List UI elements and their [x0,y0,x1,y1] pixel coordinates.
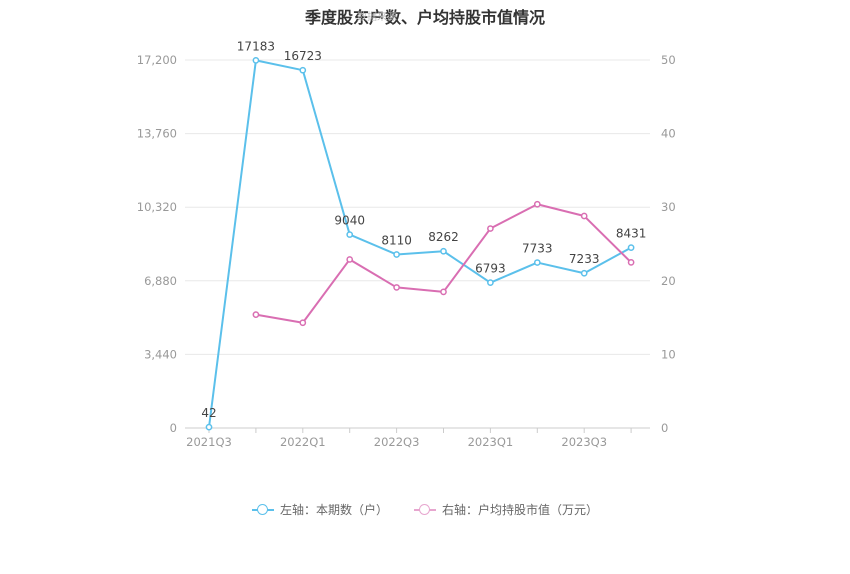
left-series-point [205,423,213,431]
left-axis-tick-label: 13,760 [137,127,177,141]
left-series-point [580,269,588,277]
right-axis-tick-label: 10 [661,347,676,361]
left-series-point [346,231,354,238]
right-series-point [580,212,588,220]
x-axis-tick-label: 2021Q3 [186,435,232,449]
left-series-point [533,259,541,266]
right-series-point [299,319,307,327]
data-label: 8431 [616,227,647,241]
left-series-point [299,66,307,74]
x-axis-tick-label: 2023Q3 [561,435,607,449]
right-axis-tick-label: 50 [661,53,676,67]
left-series-point [252,57,260,64]
legend-left-series-marker [251,503,274,516]
data-label: 8262 [428,230,459,244]
left-axis-tick-label: 3,440 [144,347,177,361]
chart-title: 季度股东户数、户均持股市值情况 [304,8,545,27]
right-series-point [393,284,400,291]
legend-right-series-marker [414,503,436,516]
right-series-point [346,256,354,263]
legend-item-right-series[interactable]: 右轴：户均持股市值（万元） [414,501,598,518]
data-label: 17183 [237,39,275,53]
legend: 左轴：本期数（户） 右轴：户均持股市值（万元） [0,501,850,518]
right-axis-tick-label: 40 [661,127,676,141]
x-axis-tick-label: 2022Q3 [374,435,420,449]
x-axis-tick-label: 2023Q1 [468,435,514,449]
x-axis-tick-label: 2022Q1 [280,435,326,449]
data-label: 42 [201,406,216,420]
data-label: 8110 [381,233,412,247]
right-series-point [487,225,494,232]
data-label: 7733 [522,242,553,256]
right-axis-tick-label: 0 [661,421,668,435]
left-series-line [208,59,632,428]
left-axis-tick-label: 6,880 [144,274,177,288]
right-axis-tick-label: 20 [661,274,676,288]
left-series-point [627,244,635,251]
right-series-point [627,259,635,266]
data-label: 7233 [569,252,600,266]
right-series-point [252,311,260,319]
legend-item-left-series[interactable]: 左轴：本期数（户） [251,501,388,518]
data-label: 6793 [475,262,506,276]
left-axis-tick-label: 10,320 [137,200,177,214]
left-series-point [393,251,400,258]
left-series-point [487,279,494,287]
right-series-point [440,288,447,296]
watermark: 数据来源 [357,12,397,23]
left-axis-tick-label: 0 [170,421,177,435]
left-series-point [440,247,447,255]
data-label: 16723 [284,49,322,63]
right-axis-tick-label: 30 [661,200,676,214]
right-series-point [533,200,541,208]
left-axis-tick-label: 17,200 [137,53,177,67]
data-label: 9040 [334,214,365,228]
legend-right-series-label: 右轴：户均持股市值（万元） [442,503,599,517]
legend-left-series-label: 左轴：本期数（户） [279,503,388,517]
